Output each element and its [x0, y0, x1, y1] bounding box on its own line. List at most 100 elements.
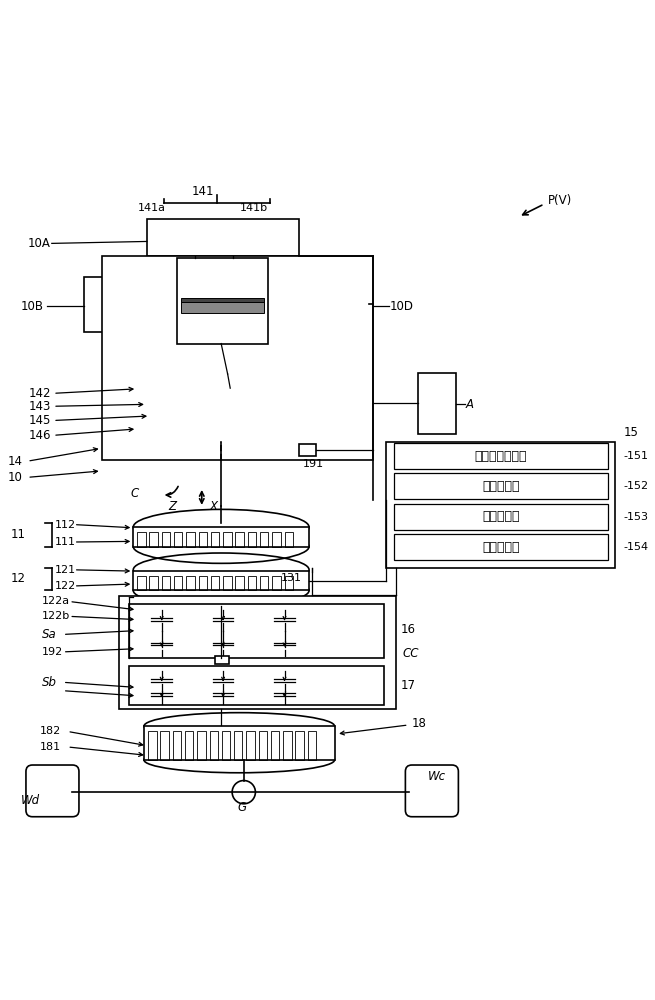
Bar: [394, 534, 608, 560]
Text: 17: 17: [401, 679, 416, 692]
Circle shape: [159, 607, 164, 612]
Text: 10D: 10D: [389, 300, 413, 313]
Bar: [308, 731, 316, 760]
Text: 182: 182: [40, 726, 62, 736]
Bar: [271, 731, 279, 760]
Bar: [283, 731, 291, 760]
Text: CC: CC: [402, 647, 419, 660]
Text: X: X: [210, 500, 217, 513]
Text: Wd: Wd: [21, 794, 40, 807]
Bar: [133, 571, 309, 590]
Bar: [162, 576, 170, 590]
Bar: [248, 532, 256, 547]
Text: 131: 131: [280, 573, 302, 583]
Text: 122: 122: [54, 581, 75, 591]
Circle shape: [282, 668, 287, 673]
Bar: [129, 604, 384, 658]
Circle shape: [282, 607, 287, 612]
Bar: [210, 731, 218, 760]
Circle shape: [217, 397, 226, 406]
Bar: [394, 504, 608, 530]
Text: 146: 146: [29, 429, 51, 442]
Text: 111: 111: [54, 537, 75, 547]
Text: 145: 145: [29, 414, 51, 427]
Text: 191: 191: [303, 459, 324, 469]
Bar: [259, 731, 267, 760]
Bar: [310, 277, 369, 332]
Bar: [185, 731, 193, 760]
Bar: [137, 576, 145, 590]
Text: 18: 18: [412, 717, 426, 730]
Bar: [84, 277, 141, 332]
Bar: [386, 442, 616, 568]
Text: G: G: [237, 801, 246, 814]
Text: Wc: Wc: [428, 770, 446, 783]
Bar: [144, 726, 335, 760]
Circle shape: [221, 607, 226, 612]
Text: 142: 142: [29, 387, 51, 400]
Ellipse shape: [144, 713, 335, 740]
Bar: [235, 576, 244, 590]
Text: 12: 12: [11, 572, 26, 585]
Bar: [186, 532, 195, 547]
Circle shape: [159, 668, 164, 673]
Text: -152: -152: [623, 481, 648, 491]
Text: 电感控制部: 电感控制部: [482, 510, 519, 523]
Text: 141b: 141b: [240, 203, 267, 213]
Bar: [235, 532, 244, 547]
Text: A: A: [466, 398, 474, 411]
FancyBboxPatch shape: [26, 765, 79, 817]
Bar: [234, 731, 242, 760]
Bar: [299, 444, 316, 456]
Text: 192: 192: [41, 647, 63, 657]
Text: Sb: Sb: [41, 676, 56, 689]
Bar: [129, 666, 384, 705]
FancyBboxPatch shape: [405, 765, 458, 817]
Bar: [197, 731, 206, 760]
Bar: [149, 576, 158, 590]
Bar: [222, 731, 230, 760]
Bar: [284, 576, 293, 590]
Bar: [246, 731, 255, 760]
Text: 电流控制部: 电流控制部: [482, 541, 519, 554]
Text: 181: 181: [40, 742, 62, 752]
Text: Z: Z: [168, 500, 176, 513]
Bar: [160, 731, 169, 760]
Text: P(V): P(V): [548, 194, 572, 207]
Text: 10B: 10B: [21, 300, 44, 313]
Bar: [419, 373, 456, 434]
Bar: [186, 576, 195, 590]
Bar: [162, 532, 170, 547]
Bar: [295, 731, 304, 760]
Text: 14: 14: [8, 455, 23, 468]
Bar: [148, 731, 157, 760]
Bar: [394, 473, 608, 499]
Bar: [260, 576, 269, 590]
Text: 引擎控制部: 引擎控制部: [482, 480, 519, 493]
Text: -151: -151: [623, 451, 648, 461]
Bar: [223, 576, 231, 590]
Bar: [198, 576, 207, 590]
Bar: [174, 576, 182, 590]
Bar: [178, 258, 268, 344]
Bar: [174, 532, 182, 547]
Text: 122b: 122b: [41, 611, 69, 621]
Bar: [248, 576, 256, 590]
Bar: [149, 532, 158, 547]
Text: C: C: [130, 487, 139, 500]
Bar: [223, 532, 231, 547]
Bar: [181, 302, 264, 313]
Text: 141a: 141a: [138, 203, 165, 213]
Text: 15: 15: [623, 426, 638, 439]
Bar: [211, 576, 219, 590]
Text: -154: -154: [623, 542, 648, 552]
Bar: [102, 256, 373, 460]
Bar: [133, 571, 309, 590]
Bar: [198, 532, 207, 547]
Bar: [173, 731, 181, 760]
Text: 电流要求接收部: 电流要求接收部: [474, 450, 527, 463]
Bar: [272, 576, 280, 590]
Text: 16: 16: [401, 623, 416, 636]
Bar: [272, 532, 280, 547]
Text: Sa: Sa: [41, 628, 56, 641]
